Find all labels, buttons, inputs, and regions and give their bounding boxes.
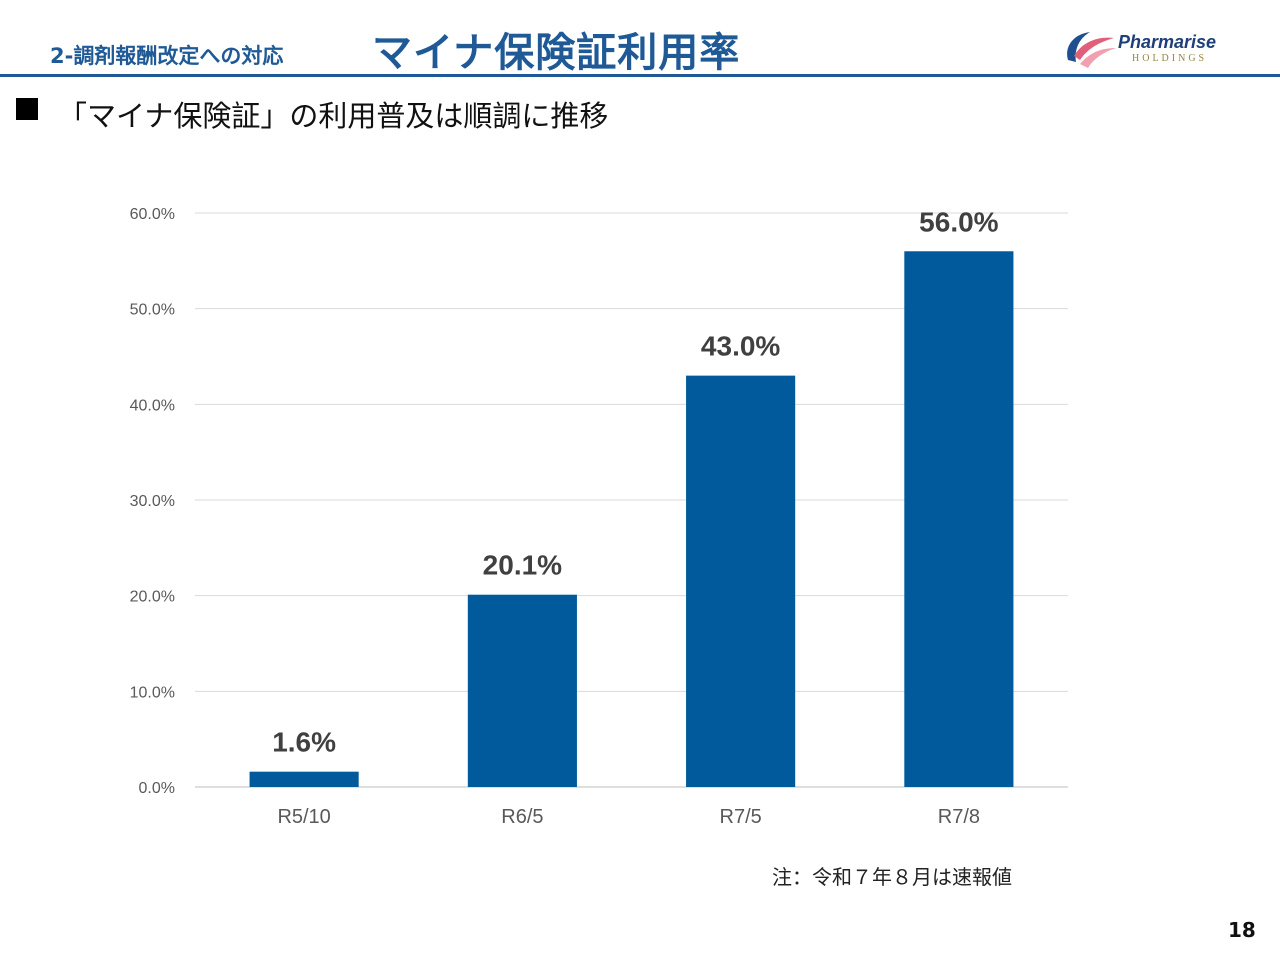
y-tick-label: 0.0% xyxy=(139,780,175,797)
logo-swoosh-icon xyxy=(1067,32,1116,68)
x-tick-label: R6/5 xyxy=(501,806,543,828)
section-label: 2-調剤報酬改定への対応 xyxy=(50,44,284,68)
bar xyxy=(686,375,796,787)
y-tick-label: 50.0% xyxy=(130,302,175,319)
data-label: 43.0% xyxy=(701,331,780,362)
page-title: マイナ保険証利用率 xyxy=(372,30,741,76)
data-label: 56.0% xyxy=(919,206,998,237)
slide-subtitle: 「マイナ保険証」の利用普及は順調に推移 xyxy=(58,99,609,133)
data-label: 20.1% xyxy=(483,550,562,581)
bar xyxy=(904,251,1014,787)
data-label: 1.6% xyxy=(272,727,336,758)
company-logo: Pharmarise HOLDINGS xyxy=(1060,26,1240,70)
bar xyxy=(249,771,359,787)
bar xyxy=(467,594,577,787)
page-number: 18 xyxy=(1228,918,1256,942)
x-tick-label: R7/5 xyxy=(720,806,762,828)
x-tick-label: R5/10 xyxy=(277,806,330,828)
x-tick-label: R7/8 xyxy=(938,806,980,828)
y-tick-label: 20.0% xyxy=(130,589,175,606)
logo-subtitle: HOLDINGS xyxy=(1132,53,1208,64)
y-tick-label: 60.0% xyxy=(130,206,175,223)
slide-header: 2-調剤報酬改定への対応 マイナ保険証利用率 Pharmarise HOLDIN… xyxy=(0,0,1280,78)
y-tick-label: 10.0% xyxy=(130,684,175,701)
header-divider xyxy=(0,74,1280,77)
y-tick-label: 30.0% xyxy=(130,493,175,510)
logo-name: Pharmarise xyxy=(1118,32,1217,52)
footnote: 注：令和７年８月は速報値 xyxy=(772,865,1012,889)
y-tick-label: 40.0% xyxy=(130,397,175,414)
bullet-square-icon xyxy=(16,98,38,120)
